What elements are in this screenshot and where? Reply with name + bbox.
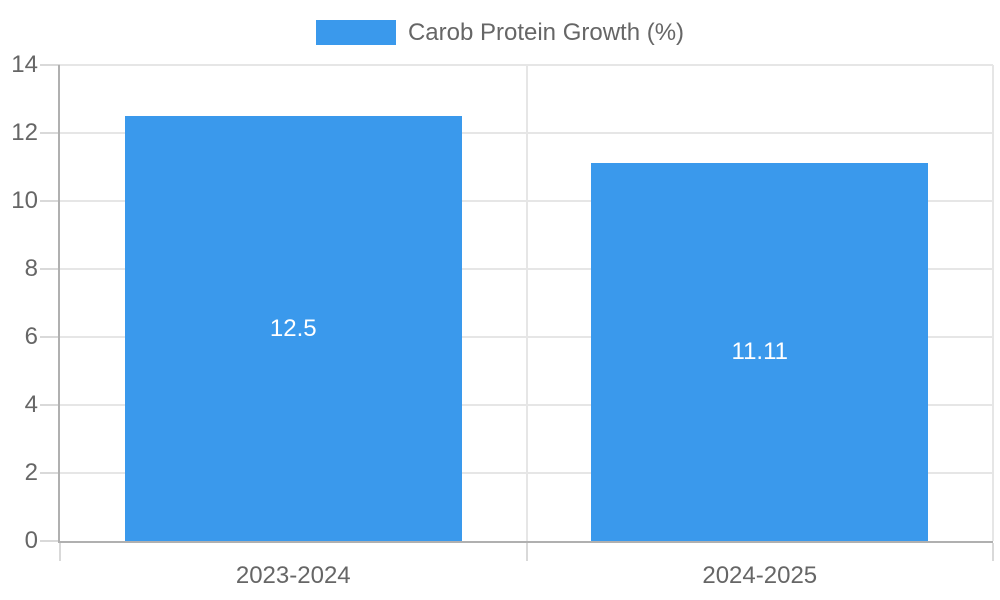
legend: Carob Protein Growth (%): [0, 20, 1000, 45]
y-tick-label: 6: [24, 323, 38, 350]
y-tick: [40, 404, 60, 406]
x-tick-label: 2024-2025: [702, 562, 818, 589]
y-tick: [40, 200, 60, 202]
legend-item[interactable]: Carob Protein Growth (%): [315, 19, 685, 46]
bar-value-label: 12.5: [269, 314, 317, 342]
legend-swatch-icon: [315, 20, 396, 45]
legend-label: Carob Protein Growth (%): [407, 19, 685, 46]
bar-value-label: 11.11: [731, 338, 789, 366]
y-tick: [40, 472, 60, 474]
y-tick: [40, 268, 60, 270]
x-tick-label: 2023-2024: [235, 562, 351, 589]
y-tick-label: 2: [24, 459, 38, 486]
y-tick-label: 10: [11, 187, 38, 214]
y-axis-line: [58, 65, 60, 543]
bar[interactable]: [591, 163, 929, 541]
y-tick-label: 4: [24, 391, 38, 418]
y-tick: [40, 132, 60, 134]
y-tick-label: 8: [24, 255, 38, 282]
x-tick: [59, 543, 61, 561]
x-tick: [525, 543, 528, 561]
y-tick-label: 14: [11, 51, 38, 78]
x-tick: [992, 543, 994, 561]
y-tick: [40, 336, 60, 338]
y-tick: [40, 64, 60, 66]
y-tick-label: 0: [24, 527, 38, 554]
x-gridline: [525, 65, 528, 541]
bar[interactable]: [124, 116, 462, 541]
x-gridline: [992, 65, 994, 541]
y-tick: [40, 540, 60, 542]
x-axis-line: [58, 541, 993, 543]
y-tick-label: 12: [11, 119, 38, 146]
